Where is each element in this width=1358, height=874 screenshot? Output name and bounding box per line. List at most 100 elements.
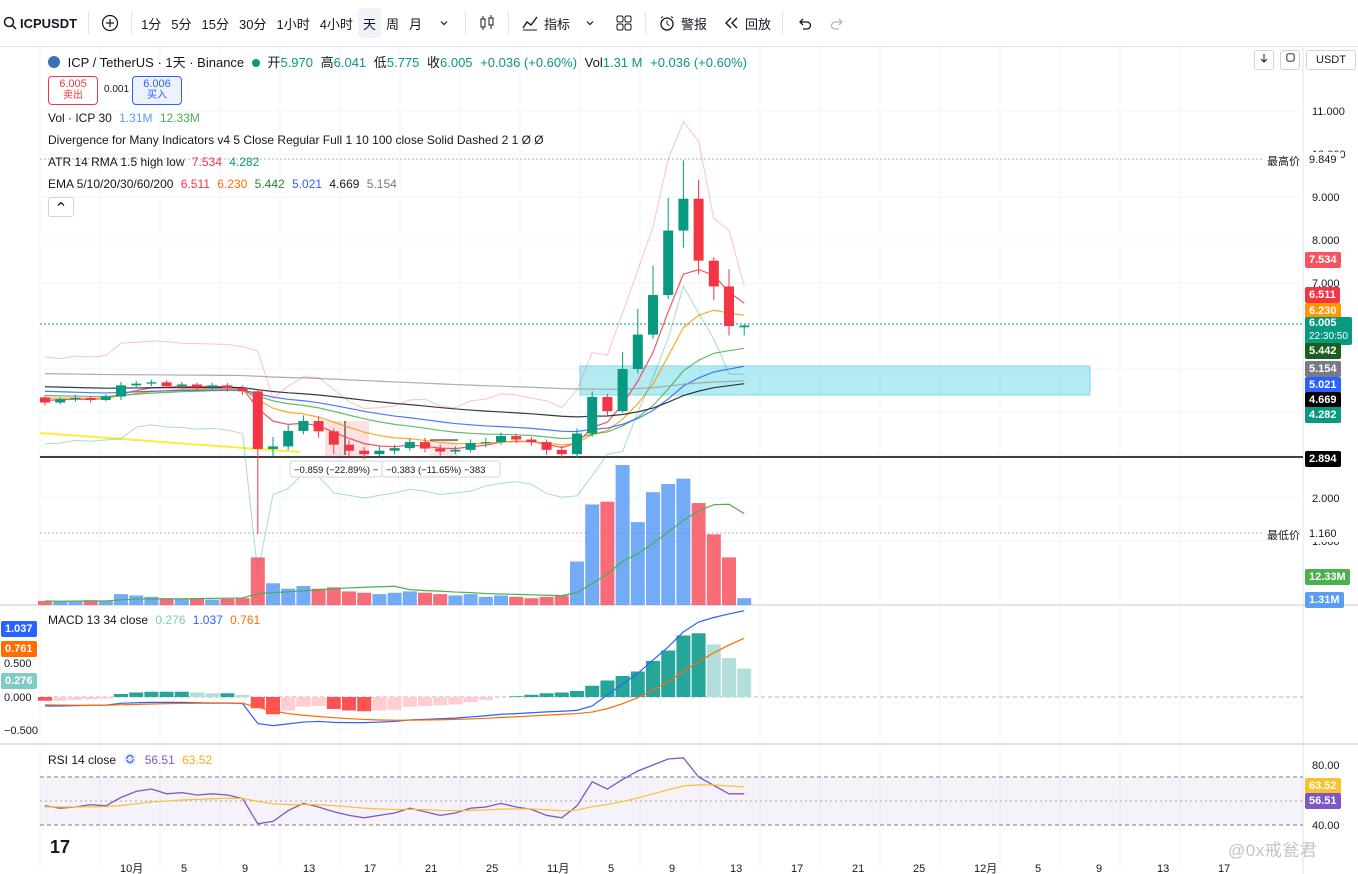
sell-button[interactable]: 6.005 卖出 — [48, 76, 98, 105]
macd-legend[interactable]: MACD 13 34 close 0.276 1.037 0.761 — [48, 613, 264, 627]
price-axis-label: 9.000 — [1312, 192, 1340, 204]
symbol-search[interactable]: ICPUSDT — [0, 8, 84, 38]
volume-bar — [676, 478, 691, 605]
candle-body — [222, 385, 233, 388]
interval-1[interactable]: 5分 — [171, 16, 192, 32]
interval-0[interactable]: 1分 — [141, 16, 162, 32]
volume-bar — [509, 596, 524, 605]
macd-histogram-bar — [463, 697, 478, 703]
macd-histogram-bar — [159, 691, 174, 697]
market-open-dot-icon — [251, 59, 260, 67]
volume-bar — [630, 522, 645, 605]
macd-histogram-bar — [630, 671, 645, 697]
volume-bar — [600, 501, 615, 605]
currency-selector[interactable]: USDT — [1306, 50, 1356, 70]
volume-bar — [539, 596, 554, 605]
volume-bar — [570, 561, 584, 605]
price-tag-value: 9.849 — [1309, 154, 1337, 166]
close-value: 6.005 — [440, 55, 473, 70]
candle-body — [739, 325, 750, 328]
time-axis-label: 12月 — [974, 863, 997, 874]
indicators-label: 指标 — [543, 16, 570, 32]
volume-bar — [129, 595, 144, 605]
rsi-legend[interactable]: RSI 14 close 56.51 63.52 — [48, 752, 216, 769]
rsi-axis-label: 40.00 — [1312, 820, 1340, 832]
scroll-to-latest-button[interactable] — [1254, 50, 1274, 70]
binance-logo-icon — [48, 56, 60, 68]
undo-button[interactable] — [787, 8, 821, 38]
volume-bar — [53, 601, 68, 605]
plus-circle-icon — [100, 13, 120, 33]
volume-bar — [83, 600, 98, 605]
add-symbol-button[interactable] — [93, 8, 127, 38]
ema-legend-v4: 5.021 — [292, 177, 323, 191]
interval-dropdown[interactable] — [427, 8, 461, 38]
volume-bar — [463, 594, 478, 605]
time-axis-label: 11月 — [547, 863, 569, 874]
chart-type-button[interactable] — [470, 8, 504, 38]
macd-signal-line — [44, 637, 745, 721]
interval-5[interactable]: 4小时 — [319, 16, 353, 32]
ema-legend[interactable]: EMA 5/10/20/30/60/200 6.511 6.230 5.442 … — [48, 177, 401, 191]
price-tag: 1.31M — [1305, 592, 1344, 608]
reset-chart-button[interactable] — [1280, 50, 1300, 70]
candle-body — [526, 439, 537, 443]
volume-bar — [235, 598, 250, 605]
price-tag: 5.154 — [1305, 361, 1341, 377]
divergence-legend[interactable]: Divergence for Many Indicators v4 5 Clos… — [48, 133, 548, 147]
chart-area[interactable]: 11.00010.0009.0008.0007.0006.0003.0002.0… — [0, 47, 1358, 874]
candle-body — [724, 286, 734, 326]
interval-8[interactable]: 月 — [408, 16, 422, 32]
volume-bar — [342, 591, 356, 605]
collapse-legend-button[interactable] — [48, 197, 74, 217]
macd-histogram-bar — [661, 650, 676, 697]
ema-legend-v1: 6.511 — [180, 177, 210, 191]
sell-label: 卖出 — [63, 90, 83, 101]
interval-2[interactable]: 15分 — [201, 16, 229, 32]
divider — [645, 12, 646, 34]
candle-body — [161, 382, 172, 387]
macd-histogram-bar — [129, 692, 144, 697]
atr-legend-v2: 4.282 — [229, 155, 260, 169]
indicators-button[interactable]: 指标 — [513, 8, 607, 38]
interval-3[interactable]: 30分 — [239, 16, 267, 32]
alert-button[interactable]: 警报 — [650, 8, 714, 38]
candle-body — [374, 450, 385, 455]
volume-bar — [357, 592, 372, 605]
vol-legend[interactable]: Vol · ICP 30 1.31M 12.33M — [48, 111, 204, 125]
replay-button[interactable]: 回放 — [714, 8, 778, 38]
macd-histogram-bar — [144, 691, 159, 697]
price-tag: 5.442 — [1305, 343, 1341, 359]
macd-value-tag: 0.276 — [1, 673, 37, 689]
layouts-button[interactable] — [607, 8, 641, 38]
divider — [131, 12, 133, 34]
interval-6[interactable]: 天 — [357, 8, 381, 38]
buy-button[interactable]: 6.006 买入 — [132, 76, 182, 105]
price-tag: 5.021 — [1305, 377, 1341, 393]
price-tag: 4.282 — [1305, 407, 1341, 423]
candle-body — [632, 334, 643, 369]
alert-label: 警报 — [681, 16, 708, 32]
atr-legend[interactable]: ATR 14 RMA 1.5 high low 7.534 4.282 — [48, 155, 263, 169]
macd-histogram-bar — [326, 697, 341, 709]
price-tag: 6.230 — [1305, 303, 1341, 319]
candle-body — [708, 260, 719, 287]
rsi-legend-v1: 56.51 — [144, 753, 175, 767]
chart-canvas[interactable]: 11.00010.0009.0008.0007.0006.0003.0002.0… — [0, 47, 1358, 874]
volume-bar — [266, 583, 280, 605]
macd-axis-label: −0.500 — [4, 725, 38, 737]
macd-histogram-bar — [691, 633, 706, 697]
candle-body — [556, 449, 567, 455]
interval-4[interactable]: 1小时 — [276, 16, 310, 32]
candle-body — [572, 433, 582, 455]
volume-bar — [326, 587, 341, 605]
interval-7[interactable]: 周 — [385, 16, 399, 32]
macd-histogram-bar — [418, 697, 432, 706]
time-axis-label: 5 — [1035, 863, 1041, 874]
volume-bar — [706, 534, 721, 605]
macd-histogram-bar — [433, 697, 448, 706]
divider — [88, 12, 90, 34]
macd-histogram-bar — [38, 697, 52, 701]
top-toolbar: ICPUSDT 1分 5分 15分 30分 1小时 4小时天周月 指标 — [0, 0, 1358, 47]
redo-button[interactable] — [821, 8, 855, 38]
